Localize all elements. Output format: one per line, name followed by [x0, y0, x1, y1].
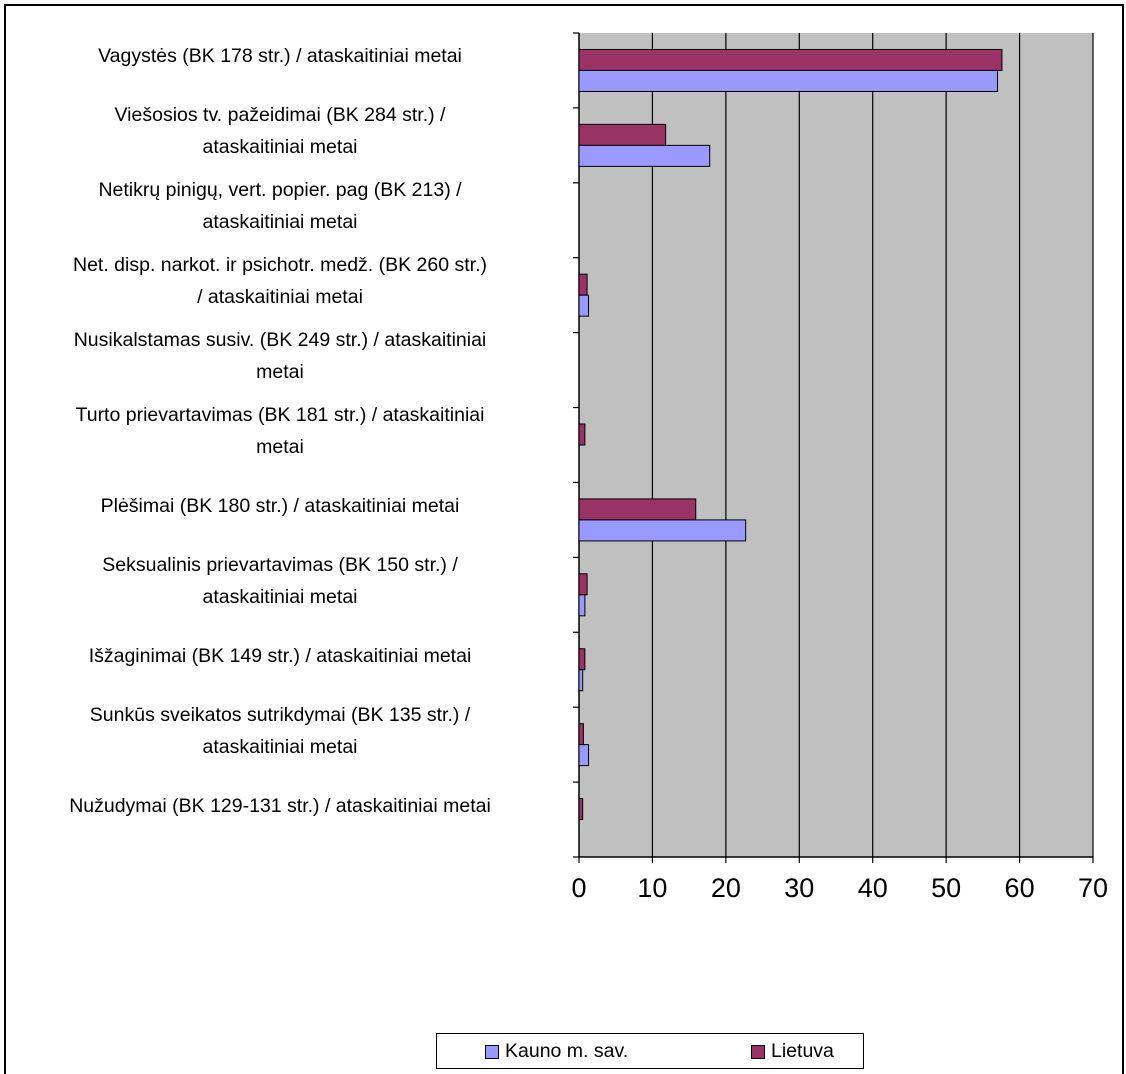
bar-lietuva — [578, 573, 588, 596]
bar-kauno — [578, 294, 590, 317]
bar-kauno — [578, 669, 584, 692]
x-tick-label: 40 — [858, 873, 888, 903]
bar-lietuva — [578, 48, 1003, 71]
bar-kauno — [578, 744, 590, 767]
bar-lietuva — [578, 273, 588, 296]
category-label-line: Nusikalstamas susiv. (BK 249 str.) / ata… — [73, 329, 487, 352]
category-label-line: ataskaitiniai metai — [202, 585, 358, 608]
bar-chart: 0 10 20 30 40 50 60 70 — [571, 32, 1108, 903]
bar-lietuva — [578, 123, 667, 146]
x-tick-label: 70 — [1078, 873, 1108, 903]
legend: Kauno m. sav. Lietuva — [436, 1033, 864, 1069]
category-label: Išžaginimai (BK 149 str.) / ataskaitinia… — [0, 640, 560, 672]
category-label-line: metai — [256, 436, 304, 458]
category-label-line: Išžaginimai (BK 149 str.) / ataskaitinia… — [88, 644, 472, 667]
category-label-line: Vagystės (BK 178 str.) / ataskaitiniai m… — [98, 45, 462, 68]
bar-kauno — [578, 144, 711, 167]
bar-lietuva — [578, 498, 697, 521]
bar-kauno — [578, 69, 999, 92]
category-label-line: Nužudymai (BK 129-131 str.) / ataskaitin… — [69, 794, 491, 817]
category-label: Turto prievartavimas (BK 181 str.) / ata… — [0, 399, 560, 463]
legend-swatch — [485, 1044, 499, 1059]
category-label: Nužudymai (BK 129-131 str.) / ataskaitin… — [0, 790, 560, 822]
x-tick-label: 30 — [784, 873, 814, 903]
category-label-line: ataskaitiniai metai — [202, 735, 358, 758]
chart-frame: 0 10 20 30 40 50 60 70 Vagystės (BK 178 str.) /… — [4, 4, 1124, 1074]
category-label-line: Turto prievartavimas (BK 181 str.) / ata… — [75, 404, 485, 426]
category-label-line: ataskaitiniai metai — [202, 136, 358, 159]
category-label: Seksualinis prievartavimas (BK 150 str.)… — [0, 549, 560, 613]
bar-lietuva — [578, 648, 586, 671]
category-label: Viešosios tv. pažeidimai (BK 284 str.) /… — [0, 99, 560, 163]
bar-kauno — [578, 594, 586, 617]
category-label-line: Seksualinis prievartavimas (BK 150 str.)… — [102, 553, 458, 576]
category-label: Net. disp. narkot. ir psichotr. medž. (B… — [0, 249, 560, 313]
x-tick-label: 20 — [711, 873, 741, 903]
category-label-line: metai — [256, 361, 304, 384]
legend-label: Kauno m. sav. — [505, 1040, 629, 1062]
bar-lietuva — [578, 798, 584, 821]
category-label-line: Plėšimai (BK 180 str.) / ataskaitiniai m… — [100, 494, 460, 517]
category-label-line: Sunkūs sveikatos sutrikdymai (BK 135 str… — [89, 703, 471, 726]
category-label: Netikrų pinigų, vert. popier. pag (BK 21… — [0, 174, 560, 238]
plot-area — [579, 33, 1093, 857]
bar-lietuva — [578, 723, 584, 746]
category-label-line: / ataskaitiniai metai — [197, 286, 363, 309]
category-label-line: ataskaitiniai metai — [202, 211, 358, 234]
x-tick-label: 0 — [571, 873, 586, 903]
category-label-line: Viešosios tv. pažeidimai (BK 284 str.) / — [114, 104, 446, 127]
category-label: Vagystės (BK 178 str.) / ataskaitiniai m… — [0, 40, 560, 72]
category-label-line: Netikrų pinigų, vert. popier. pag (BK 21… — [98, 179, 462, 202]
bar-kauno — [578, 519, 747, 542]
category-label: Sunkūs sveikatos sutrikdymai (BK 135 str… — [0, 699, 560, 763]
category-label-line: Net. disp. narkot. ir psichotr. medž. (B… — [73, 254, 487, 277]
category-label: Nusikalstamas susiv. (BK 249 str.) / ata… — [0, 324, 560, 388]
legend-swatch — [751, 1044, 765, 1059]
legend-item: Lietuva — [751, 1040, 834, 1063]
legend-label: Lietuva — [771, 1040, 834, 1062]
x-tick-label: 10 — [637, 873, 667, 903]
x-tick-label: 60 — [1005, 873, 1035, 903]
legend-item: Kauno m. sav. — [485, 1040, 628, 1063]
x-tick-label: 50 — [931, 873, 961, 903]
category-label: Plėšimai (BK 180 str.) / ataskaitiniai m… — [0, 490, 560, 522]
bar-lietuva — [578, 423, 586, 446]
